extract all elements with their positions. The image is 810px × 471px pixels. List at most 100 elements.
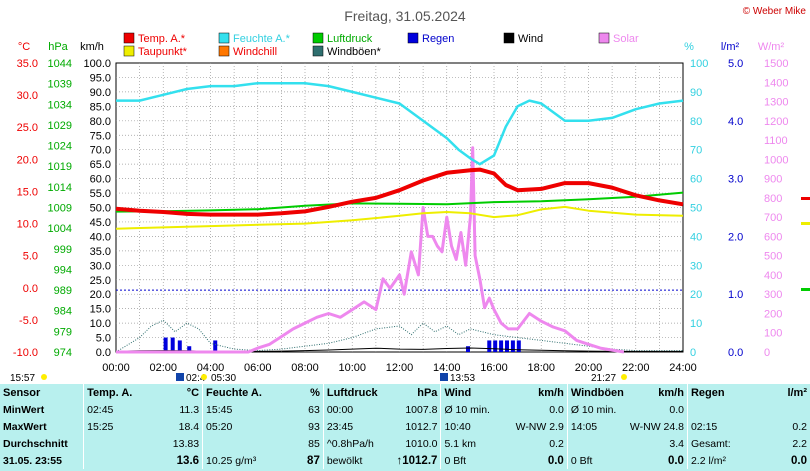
wind-tick-label: 85.0 xyxy=(90,101,111,113)
legend-label: Temp. A.* xyxy=(138,33,186,45)
legend-swatch xyxy=(123,45,135,57)
solar-tick-label: 400 xyxy=(764,270,782,282)
header-cell: Sensor xyxy=(3,386,41,399)
humidity-tick-label: 60 xyxy=(690,174,702,186)
left-time-label: 15:57 xyxy=(10,373,35,384)
x-tick-label: 22:00 xyxy=(622,362,650,374)
solar-tick-label: 1500 xyxy=(764,58,788,70)
pressure-tick-label: 1024 xyxy=(48,141,72,153)
value-cell: ^0.8hPa/h xyxy=(322,435,382,452)
x-tick-label: 12:00 xyxy=(386,362,414,374)
solar-tick-label: 100 xyxy=(764,328,782,340)
temp-tick-label: 15.0 xyxy=(17,186,38,198)
row-label: MinWert xyxy=(3,403,45,416)
legend-label: Wind xyxy=(518,33,543,45)
edge-marker xyxy=(801,222,810,225)
rain-bar xyxy=(213,340,218,352)
header-cell: Wind xyxy=(440,384,511,401)
x-tick-label: 20:00 xyxy=(575,362,603,374)
statistics-row: 31.05. 23:55 13.6 10.25 g/m³ 87 bewölkt ↑1012… xyxy=(0,452,810,469)
pressure-axis-unit: hPa xyxy=(48,41,68,53)
pressure-tick-label: 1044 xyxy=(48,58,72,70)
value-cell: 11.3 xyxy=(179,403,200,416)
solar-axis-unit: W/m² xyxy=(758,41,785,53)
series-solar xyxy=(116,146,625,354)
solar-tick-label: 900 xyxy=(764,174,782,186)
value-cell: 15:25 xyxy=(83,418,146,435)
sunrise-icon xyxy=(201,374,207,380)
wind-tick-label: 65.0 xyxy=(90,159,111,171)
legend-swatch xyxy=(218,45,230,57)
value-cell: 0 Bft xyxy=(440,452,511,469)
temp-tick-label: -5.0 xyxy=(19,315,38,327)
value-cell: W-NW 2.9 xyxy=(515,420,564,433)
value-cell: 10:40 xyxy=(440,418,511,435)
value-cell: 3.4 xyxy=(669,437,684,450)
solar-tick-label: 500 xyxy=(764,251,782,263)
humidity-tick-label: 50 xyxy=(690,203,702,215)
wind-tick-label: 60.0 xyxy=(90,174,111,186)
series-windboeen xyxy=(115,319,683,353)
value-cell: 93 xyxy=(308,420,320,433)
temp-tick-label: -10.0 xyxy=(13,347,38,359)
statistics-table: Sensor Temp. A. °C Feuchte A.% Luftdruck hPa W… xyxy=(0,384,810,469)
value-cell: 02:15 xyxy=(686,418,750,435)
sun-icon xyxy=(41,374,47,380)
statistics-header-row: Sensor Temp. A. °C Feuchte A.% Luftdruck hPa W… xyxy=(0,384,810,401)
rain-tick-label: 1.0 xyxy=(728,289,743,301)
row-label: MaxWert xyxy=(3,420,47,433)
value-cell xyxy=(83,435,146,452)
wind-tick-label: 50.0 xyxy=(90,203,111,215)
header-cell: l/m² xyxy=(787,386,807,399)
value-cell: Ø 10 min. xyxy=(440,401,511,418)
weather-chart: Freitag, 31.05.2024 © Weber Mike °C hPa km/h… xyxy=(10,6,810,384)
humidity-tick-label: 10 xyxy=(690,318,702,330)
sunset-label: 21:27 xyxy=(591,373,616,384)
pressure-tick-label: 1014 xyxy=(48,182,72,194)
rain-bar xyxy=(163,337,168,352)
wind-tick-label: 90.0 xyxy=(90,87,111,99)
edge-marker xyxy=(801,288,810,291)
humidity-axis-unit: % xyxy=(684,41,694,53)
wind-tick-label: 10.0 xyxy=(90,318,111,330)
rain-axis-unit: l/m² xyxy=(721,41,740,53)
value-cell xyxy=(566,435,627,452)
value-cell: 0.0 xyxy=(667,454,684,467)
wind-tick-label: 70.0 xyxy=(90,145,111,157)
statistics-row: Durchschnitt 13.83 85 ^0.8hPa/h 1010.0 5.1 km… xyxy=(0,435,810,452)
wind-tick-label: 30.0 xyxy=(90,260,111,272)
rain-bar xyxy=(177,340,182,352)
legend-label: Windböen* xyxy=(327,46,382,58)
moonrise-label: 02:4 xyxy=(186,373,206,384)
x-tick-label: 14:00 xyxy=(433,362,461,374)
wind-tick-label: 20.0 xyxy=(90,289,111,301)
legend-label: Solar xyxy=(613,33,639,45)
temp-tick-label: 0.0 xyxy=(23,283,38,295)
chart-title: Freitag, 31.05.2024 xyxy=(344,8,466,24)
pressure-tick-label: 984 xyxy=(54,306,72,318)
value-cell: 0.0 xyxy=(547,454,564,467)
solar-tick-label: 200 xyxy=(764,308,782,320)
value-cell xyxy=(686,401,750,418)
humidity-tick-label: 40 xyxy=(690,231,702,243)
rain-bar xyxy=(510,340,515,352)
header-cell: Luftdruck xyxy=(322,384,382,401)
value-cell: W-NW 24.8 xyxy=(629,420,684,433)
humidity-tick-label: 20 xyxy=(690,289,702,301)
wind-tick-label: 5.0 xyxy=(96,333,111,345)
sunrise-label: 05:30 xyxy=(211,373,236,384)
value-cell: 0.2 xyxy=(792,420,807,433)
wind-tick-label: 100.0 xyxy=(83,58,111,70)
pressure-tick-label: 1034 xyxy=(48,99,72,111)
legend-label: Luftdruck xyxy=(327,33,373,45)
value-cell: Ø 10 min. xyxy=(566,401,627,418)
value-cell: 0.0 xyxy=(549,403,564,416)
value-cell: 0 Bft xyxy=(566,452,627,469)
value-cell: 18.4 xyxy=(178,420,200,433)
value-cell: bewölkt xyxy=(322,452,382,469)
legend-label: Taupunkt* xyxy=(138,46,188,58)
x-tick-label: 00:00 xyxy=(102,362,130,374)
temp-tick-label: 10.0 xyxy=(17,219,38,231)
humidity-tick-label: 70 xyxy=(690,145,702,157)
header-cell: Feuchte A. xyxy=(202,384,292,401)
